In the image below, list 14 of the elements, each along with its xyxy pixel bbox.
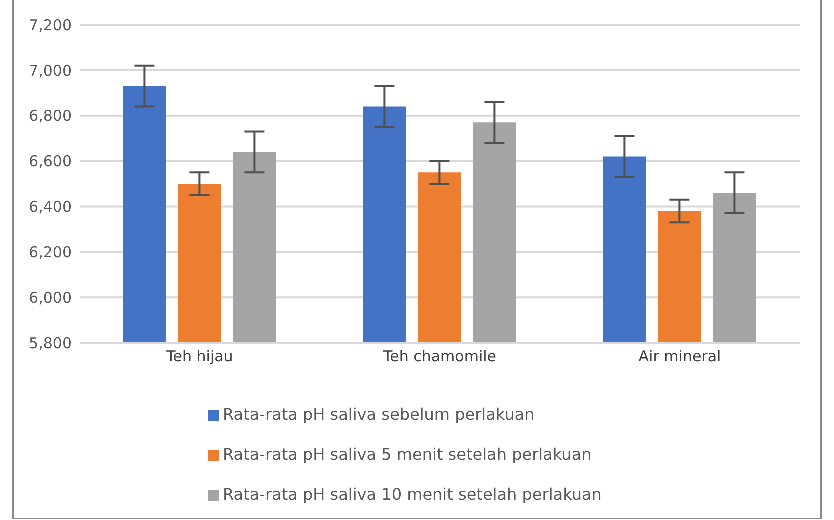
x-tick-label: Teh hijau (166, 348, 234, 366)
legend-label: Rata-rata pH saliva 10 menit setelah perlakuan (223, 485, 602, 504)
y-tick-label: 6,400 (29, 198, 72, 216)
x-tick-label: Air mineral (638, 348, 722, 366)
y-tick-label: 7,000 (29, 62, 72, 80)
y-tick-label: 6,200 (29, 243, 72, 262)
y-tick-label: 7,200 (29, 16, 72, 34)
y-tick-label: 6,000 (29, 288, 72, 307)
y-tick-label: 6,800 (29, 107, 72, 126)
legend-label: Rata-rata pH saliva 5 menit setelah perlakuan (223, 445, 592, 464)
x-tick-label: Teh chamomile (382, 348, 497, 366)
legend-label: Rata-rata pH saliva sebelum perlakuan (223, 405, 535, 424)
y-tick-label: 5,800 (29, 334, 72, 352)
y-tick-label: 6,600 (29, 152, 72, 171)
